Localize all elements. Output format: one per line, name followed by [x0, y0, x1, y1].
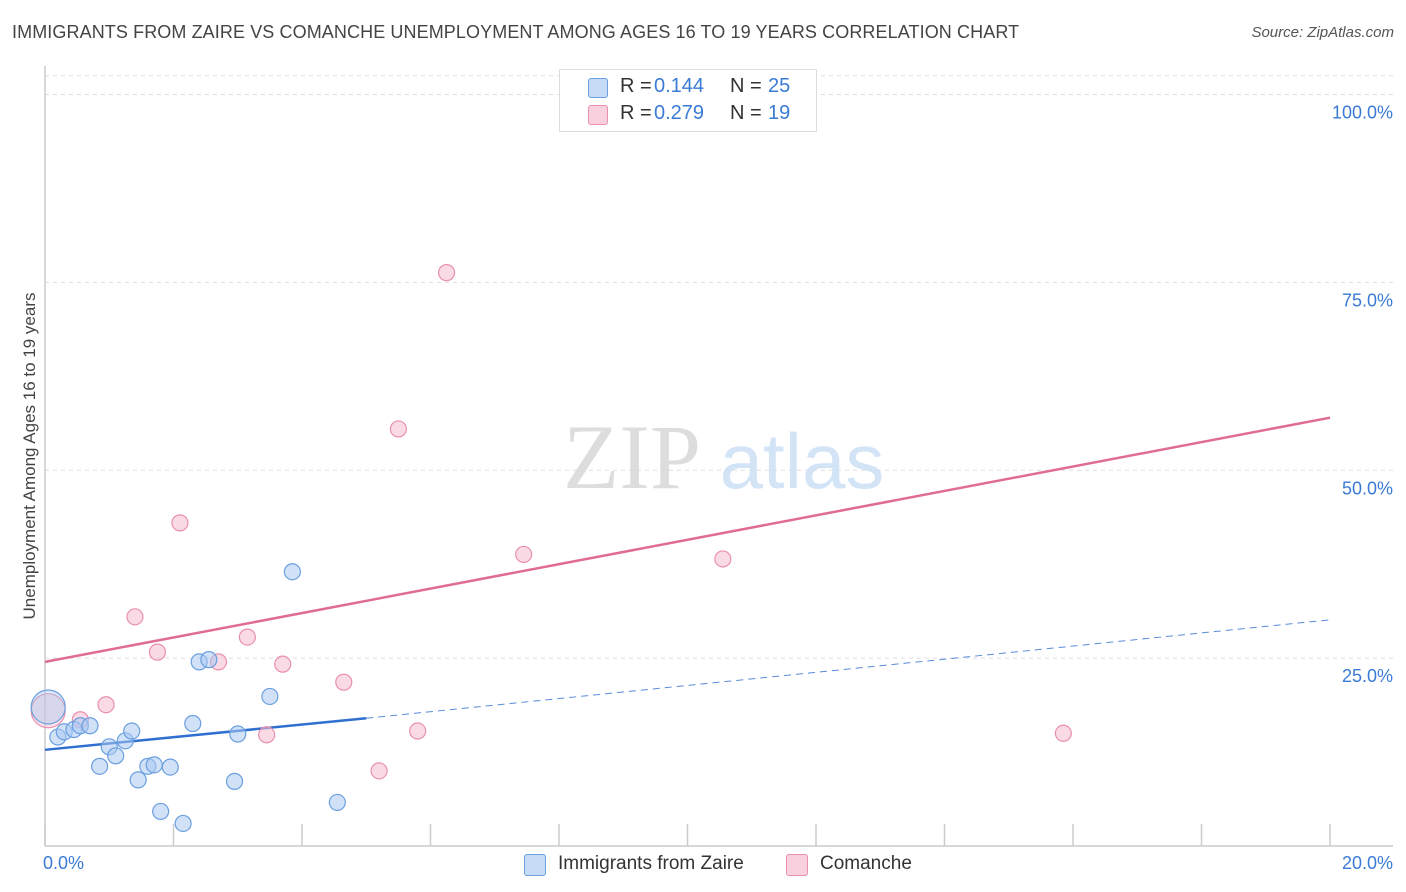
- data-point-comanche: [148, 643, 167, 661]
- bottom-legend-label: Immigrants from Zaire: [558, 853, 744, 874]
- correlation-legend: R = 0.144 N = 25 R = 0.279 N = 19: [559, 69, 817, 132]
- legend-r-value: 0.279: [654, 102, 705, 124]
- data-point-zaire: [283, 563, 301, 581]
- trend-line-comanche: [44, 416, 1331, 664]
- data-point-comanche: [714, 550, 732, 568]
- data-point-zaire: [200, 651, 218, 669]
- data-point-comanche: [238, 628, 256, 646]
- bottom-legend-swatch-blue: [524, 854, 546, 876]
- trend-line-zaire-extrapolated: [366, 619, 1331, 719]
- y-tick-label: 50.0%: [1342, 478, 1393, 498]
- data-point-comanche: [258, 726, 276, 744]
- data-point-comanche: [335, 673, 353, 691]
- chart-source: Source: ZipAtlas.com: [1251, 24, 1394, 41]
- data-point-zaire: [261, 687, 279, 706]
- data-point-zaire: [152, 802, 170, 821]
- data-point-zaire: [129, 771, 147, 789]
- data-point-comanche: [437, 264, 456, 282]
- chart-title: IMMIGRANTS FROM ZAIRE VS COMANCHE UNEMPL…: [12, 22, 1020, 42]
- watermark-zip: ZIP: [563, 406, 701, 508]
- data-point-zaire: [174, 814, 192, 833]
- y-tick-label: 75.0%: [1342, 290, 1393, 310]
- data-point-zaire: [161, 758, 179, 776]
- data-point-zaire: [81, 717, 99, 735]
- bottom-legend-label: Comanche: [820, 853, 912, 874]
- data-point-zaire: [107, 747, 125, 765]
- data-point-zaire: [184, 714, 202, 733]
- legend-swatch-pink: [588, 105, 608, 125]
- legend-r-label: R =: [620, 75, 652, 97]
- legend-r-label: R =: [620, 102, 652, 124]
- legend-n-label: N =: [730, 75, 762, 97]
- data-point-comanche: [389, 420, 407, 438]
- axes: [44, 66, 1393, 847]
- bottom-legend-swatch-pink: [786, 854, 808, 876]
- data-point-zaire: [328, 793, 346, 812]
- data-point-zaire: [91, 757, 109, 775]
- y-tick-label: 100.0%: [1332, 103, 1393, 123]
- legend-n-label: N =: [730, 102, 762, 124]
- data-points: [30, 84, 1072, 833]
- data-point-comanche: [1054, 724, 1072, 742]
- data-point-comanche: [97, 696, 115, 714]
- data-point-zaire: [225, 772, 244, 790]
- data-point-comanche: [370, 762, 388, 780]
- y-axis-label: Unemployment Among Ages 16 to 19 years: [20, 292, 39, 620]
- watermark-atlas: atlas: [720, 417, 885, 505]
- x-tick-label: 20.0%: [1342, 853, 1393, 873]
- data-point-zaire: [30, 689, 66, 725]
- data-point-comanche: [515, 545, 533, 564]
- data-point-comanche: [126, 608, 144, 626]
- legend-n-value: 25: [768, 75, 791, 97]
- legend-swatch-blue: [588, 78, 608, 98]
- grid-lines: [45, 75, 1393, 659]
- watermark: ZIP atlas: [563, 406, 884, 508]
- legend-n-value: 19: [768, 102, 791, 124]
- data-point-comanche: [171, 514, 189, 532]
- data-point-zaire: [145, 756, 163, 774]
- x-tick-label: 0.0%: [43, 853, 84, 873]
- data-point-comanche: [274, 655, 292, 673]
- tick-labels: 25.0% 50.0% 75.0% 100.0% 0.0% 20.0%: [43, 103, 1393, 873]
- legend-r-value: 0.144: [654, 75, 705, 97]
- data-point-comanche: [409, 722, 427, 740]
- trend-lines: [44, 416, 1331, 752]
- data-point-zaire: [123, 722, 141, 740]
- y-tick-label: 25.0%: [1342, 666, 1393, 686]
- trend-line-zaire: [44, 717, 367, 752]
- data-point-zaire: [229, 725, 247, 743]
